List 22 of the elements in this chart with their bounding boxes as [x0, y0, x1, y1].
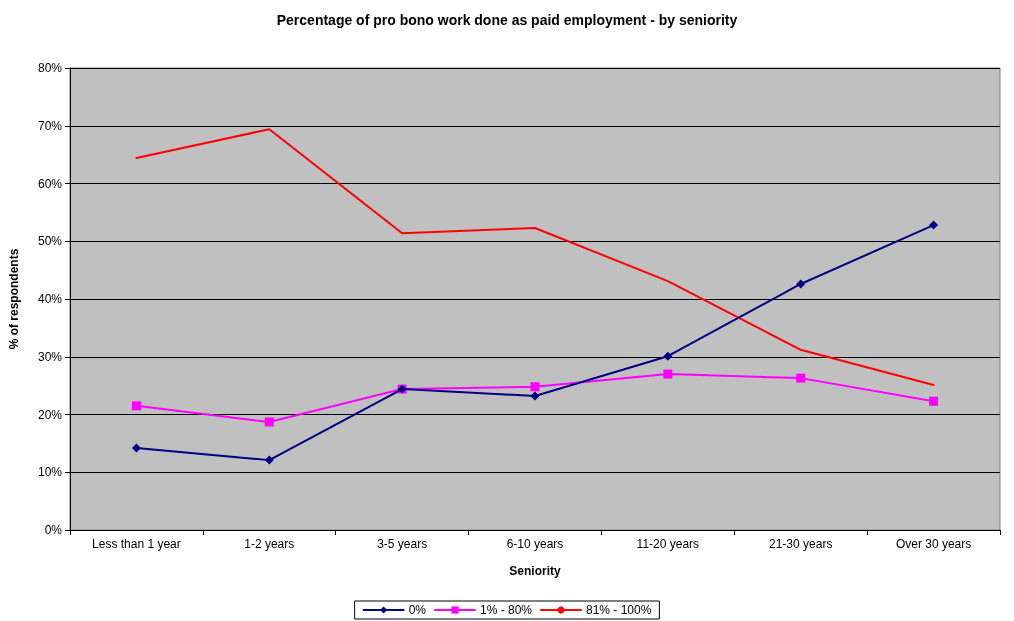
- x-tick-label: 11-20 years: [636, 537, 700, 551]
- x-tick-label: Less than 1 year: [92, 537, 181, 551]
- y-tick-label: 40%: [37, 292, 63, 306]
- y-tick-label: 0%: [44, 523, 63, 537]
- x-tick-label: 1-2 years: [244, 537, 295, 551]
- y-tick-label: 60%: [37, 176, 63, 191]
- legend-label: 1% - 80%: [479, 603, 533, 617]
- y-tick-label: 30%: [37, 349, 63, 364]
- x-axis-title: Seniority: [509, 564, 561, 578]
- x-tick-label: 21-30 years: [769, 537, 833, 551]
- x-tick-label: 3-5 years: [377, 537, 428, 551]
- y-tick-label: 50%: [37, 234, 63, 249]
- y-tick-label: 20%: [37, 407, 63, 422]
- legend-label: 0%: [408, 603, 427, 617]
- x-tick-label: 6-10 years: [506, 537, 564, 551]
- y-tick-label: 80%: [37, 61, 63, 75]
- chart-title: Percentage of pro bono work done as paid employment - by seniority: [276, 12, 738, 28]
- legend-label: 81% - 100%: [586, 603, 652, 617]
- y-axis-title: % of respondents: [7, 248, 21, 350]
- y-tick-label: 10%: [37, 465, 63, 480]
- x-tick-label: Over 30 years: [895, 537, 972, 551]
- y-tick-label: 70%: [37, 118, 63, 133]
